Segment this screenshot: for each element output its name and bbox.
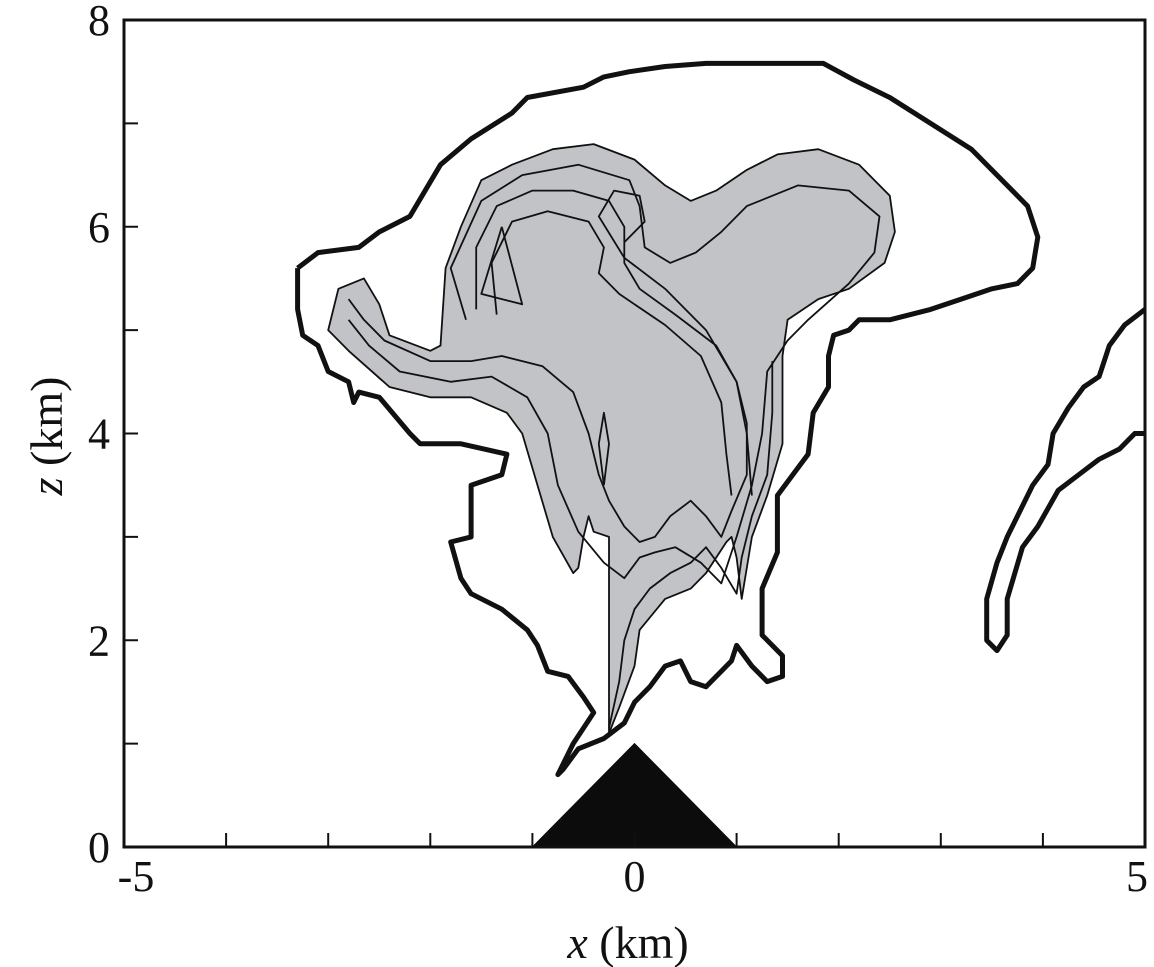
plot-area [295,60,1145,847]
y-tick-label: 6 [88,203,110,252]
shaded-region [327,143,896,735]
plot-marks [295,60,1145,847]
contour-line-7 [597,411,610,486]
outer-boundary [295,60,1041,778]
x-axis-label: x (km) [566,917,688,967]
mountain-triangle [531,742,738,847]
y-tick-label: 2 [88,616,110,665]
y-axis-label: z (km) [21,377,72,497]
y-tick-label: 0 [88,823,110,872]
contour-line-1 [347,189,748,543]
y-tick-label: 4 [88,410,110,459]
contour-line-2 [347,163,881,585]
x-tick-label: 0 [624,852,646,901]
y-tick-label: 8 [88,0,110,45]
contour-line-4 [475,189,753,496]
x-tick-label: -5 [118,852,155,901]
x-tick-label: 5 [1126,852,1148,901]
contour-line-5 [490,210,733,496]
right-boundary [984,307,1145,654]
contour-line-3 [608,361,774,729]
contour-line-6 [480,226,524,306]
